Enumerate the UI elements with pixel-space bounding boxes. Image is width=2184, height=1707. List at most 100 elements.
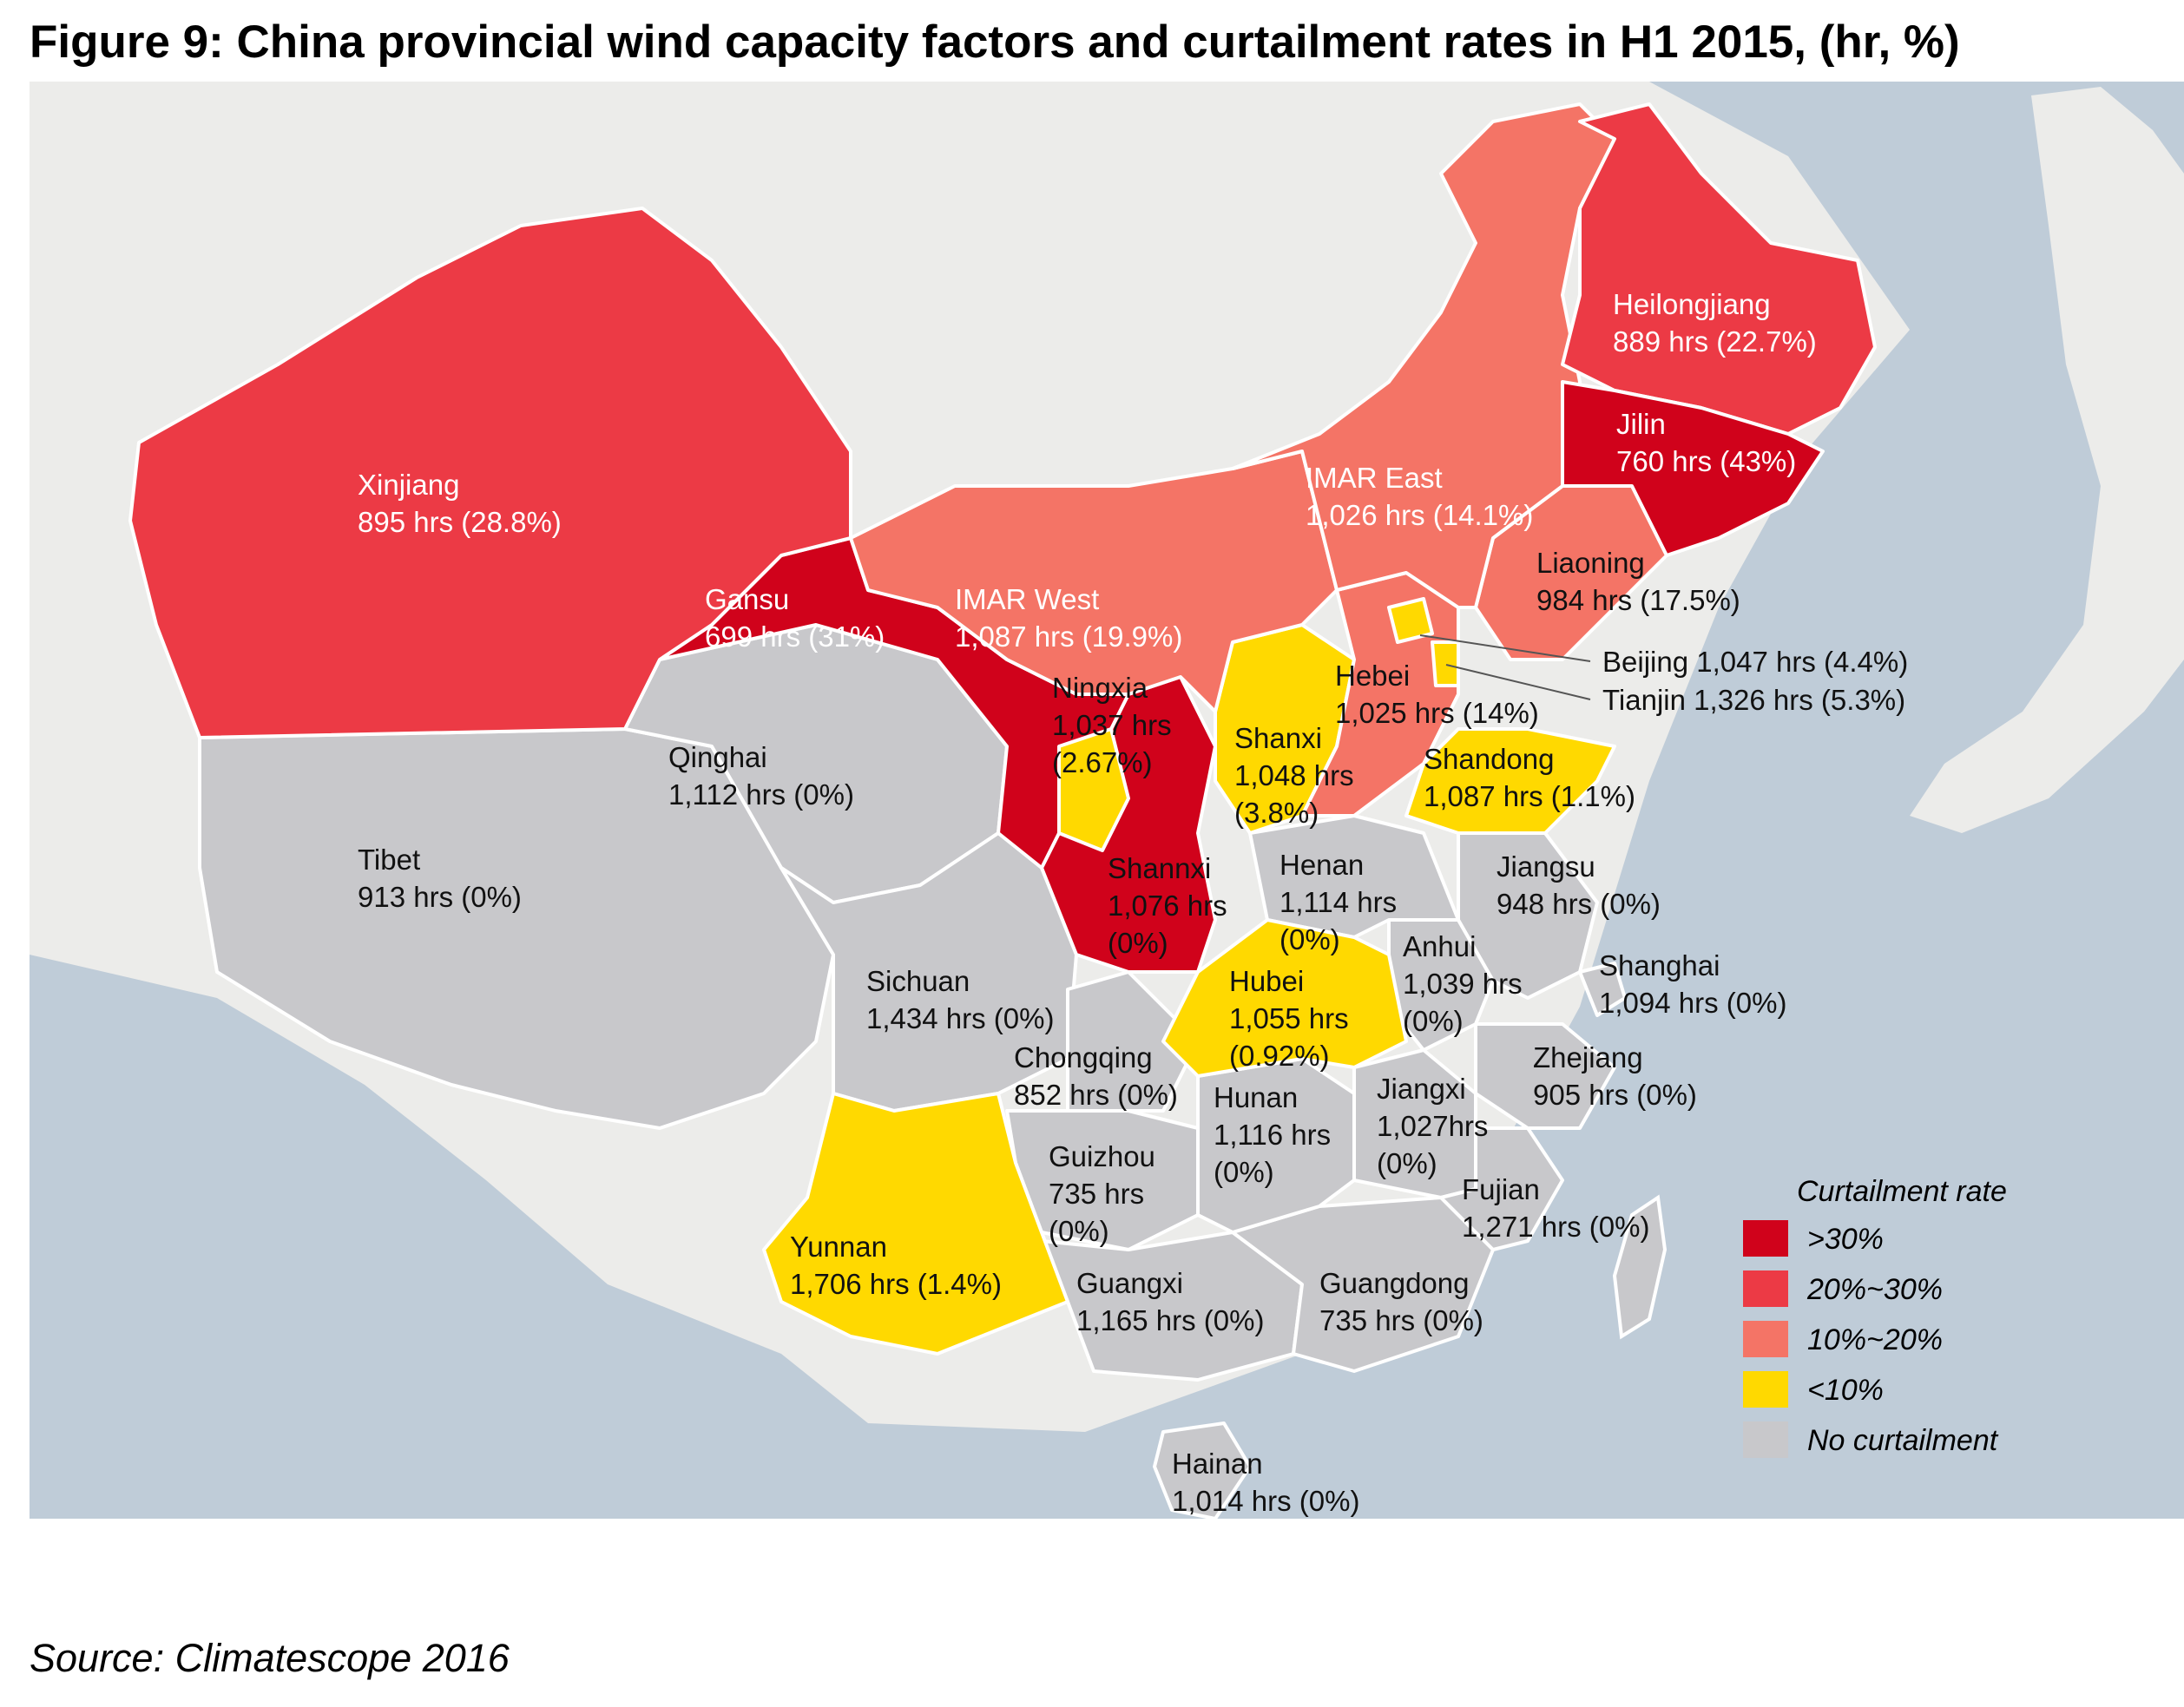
- province-value: (2.67%): [1052, 746, 1153, 778]
- province-name: Hubei: [1229, 965, 1304, 997]
- province-value: 984 hrs (17.5%): [1536, 584, 1740, 616]
- label-imar-east: IMAR East 1,026 hrs (14.1%): [1306, 462, 1533, 531]
- label-zhejiang: Zhejiang 905 hrs (0%): [1533, 1041, 1697, 1111]
- province-value: 948 hrs (0%): [1497, 888, 1661, 920]
- province-name: Hunan: [1214, 1081, 1298, 1113]
- legend-item-from-10-to-20: 10%~20%: [1743, 1321, 1943, 1357]
- legend-item-no-curtailment: No curtailment: [1743, 1421, 1999, 1458]
- province-name: Guangdong: [1319, 1267, 1470, 1299]
- legend-title: Curtailment rate: [1797, 1175, 2007, 1208]
- label-guizhou: Guizhou 735 hrs (0%): [1049, 1140, 1155, 1247]
- province-value: 1,094 hrs (0%): [1599, 987, 1786, 1019]
- label-beijing: Beijing 1,047 hrs (4.4%): [1602, 646, 1908, 678]
- province-name: Shandong: [1424, 743, 1554, 775]
- province-name: Hainan: [1172, 1448, 1263, 1480]
- province-value: (0%): [1049, 1215, 1109, 1247]
- legend-item-above-30: >30%: [1743, 1220, 1884, 1257]
- province-labels: Heilongjiang 889 hrs (22.7%) Jilin 760 hrs …: [358, 288, 1908, 1517]
- province-value: 760 hrs (43%): [1616, 445, 1796, 477]
- province-value: 1,087 hrs (1.1%): [1424, 780, 1635, 812]
- province-name: Tianjin 1,326 hrs (5.3%): [1602, 684, 1905, 716]
- province-hunan: [1196, 1057, 1356, 1234]
- province-hubei: [1161, 918, 1408, 1078]
- legend-item-below-10: <10%: [1743, 1371, 1884, 1408]
- label-qinghai: Qinghai 1,112 hrs (0%): [668, 741, 854, 811]
- province-name: Shannxi: [1108, 852, 1211, 884]
- label-yunnan: Yunnan 1,706 hrs (1.4%): [790, 1231, 1002, 1300]
- province-name: Yunnan: [790, 1231, 887, 1263]
- label-tibet: Tibet 913 hrs (0%): [358, 844, 522, 913]
- label-fujian: Fujian 1,271 hrs (0%): [1462, 1173, 1649, 1243]
- province-hainan: [1153, 1421, 1252, 1520]
- province-yunnan: [762, 1092, 1069, 1356]
- province-name: Liaoning: [1536, 547, 1645, 579]
- label-hunan: Hunan 1,116 hrs (0%): [1214, 1081, 1331, 1188]
- legend-label: 10%~20%: [1807, 1323, 1943, 1356]
- province-value: 1,014 hrs (0%): [1172, 1485, 1359, 1517]
- label-guangxi: Guangxi 1,165 hrs (0%): [1076, 1267, 1264, 1336]
- province-value: 1,048 hrs: [1234, 759, 1354, 791]
- province-shanghai: [1578, 962, 1627, 1017]
- label-shanxi: Shanxi 1,048 hrs (3.8%): [1234, 722, 1354, 829]
- label-hubei: Hubei 1,055 hrs (0.92%): [1229, 965, 1349, 1072]
- label-anhui: Anhui 1,039 hrs (0%): [1403, 930, 1523, 1037]
- label-guangdong: Guangdong 735 hrs (0%): [1319, 1267, 1483, 1336]
- province-value: 1,326 hrs (5.3%): [1686, 684, 1905, 716]
- province-value: 1,165 hrs (0%): [1076, 1304, 1264, 1336]
- province-value: 1,039 hrs: [1403, 968, 1523, 1000]
- figure-title: Figure 9: China provincial wind capacity…: [30, 16, 1960, 68]
- label-hainan: Hainan 1,014 hrs (0%): [1172, 1448, 1359, 1517]
- label-ningxia: Ningxia 1,037 hrs (2.67%): [1052, 672, 1172, 778]
- province-imar-east: [1231, 102, 1616, 609]
- province-value: 1,434 hrs (0%): [866, 1002, 1054, 1034]
- province-value: 913 hrs (0%): [358, 881, 522, 913]
- province-value: 1,025 hrs (14%): [1335, 697, 1539, 729]
- province-name: Chongqing: [1014, 1041, 1153, 1073]
- legend-items: >30% 20%~30% 10%~20% <10% No curtailment: [1743, 1220, 1999, 1458]
- province-beijing: [1387, 597, 1434, 644]
- province-value: 1,114 hrs: [1279, 886, 1397, 918]
- province-name: IMAR East: [1306, 462, 1443, 494]
- label-gansu: Gansu 699 hrs (31%): [705, 583, 885, 653]
- legend-label: >30%: [1807, 1223, 1884, 1256]
- province-value: (0%): [1403, 1005, 1464, 1037]
- province-value: (0%): [1377, 1147, 1437, 1179]
- province-name: Guangxi: [1076, 1267, 1183, 1299]
- province-name: Beijing 1,047 hrs (4.4%): [1602, 646, 1908, 678]
- legend-swatch: [1743, 1371, 1788, 1408]
- label-heilongjiang: Heilongjiang 889 hrs (22.7%): [1613, 288, 1817, 358]
- province-value: 1,112 hrs (0%): [668, 778, 854, 811]
- legend-label: No curtailment: [1807, 1424, 1999, 1457]
- label-imar-west: IMAR West 1,087 hrs (19.9%): [955, 583, 1182, 653]
- province-value: 1,026 hrs (14.1%): [1306, 499, 1533, 531]
- province-ningxia: [1057, 727, 1130, 852]
- province-value: (3.8%): [1234, 797, 1319, 829]
- label-jilin: Jilin 760 hrs (43%): [1616, 408, 1796, 477]
- province-name: Shanxi: [1234, 722, 1322, 754]
- province-name: Anhui: [1403, 930, 1476, 962]
- legend: Curtailment rate >30% 20%~30% 10%~20% <10% N…: [1743, 1175, 2007, 1458]
- province-name: Xinjiang: [358, 469, 459, 501]
- province-value: 889 hrs (22.7%): [1613, 325, 1817, 358]
- label-sichuan: Sichuan 1,434 hrs (0%): [866, 965, 1054, 1034]
- province-value: (0%): [1214, 1156, 1274, 1188]
- label-henan: Henan 1,114 hrs (0%): [1279, 849, 1397, 955]
- province-value: 1,027hrs: [1377, 1110, 1488, 1142]
- province-name: Fujian: [1462, 1173, 1540, 1205]
- legend-label: 20%~30%: [1806, 1273, 1943, 1306]
- province-name: Hebei: [1335, 660, 1410, 692]
- province-xinjiang: [128, 207, 852, 739]
- leader-line-tianjin: [1445, 664, 1591, 700]
- province-imar-west: [849, 450, 1339, 713]
- label-hebei: Hebei 1,025 hrs (14%): [1335, 660, 1539, 729]
- province-name: Zhejiang: [1533, 1041, 1643, 1073]
- province-name: Jiangsu: [1497, 850, 1595, 883]
- source-note: Source: Climatescope 2016: [30, 1636, 510, 1680]
- province-name: Guizhou: [1049, 1140, 1155, 1172]
- province-name: Heilongjiang: [1613, 288, 1771, 320]
- province-name: Tibet: [358, 844, 420, 876]
- province-value: 1,047 hrs (4.4%): [1688, 646, 1908, 678]
- japan-land: [1910, 87, 2184, 833]
